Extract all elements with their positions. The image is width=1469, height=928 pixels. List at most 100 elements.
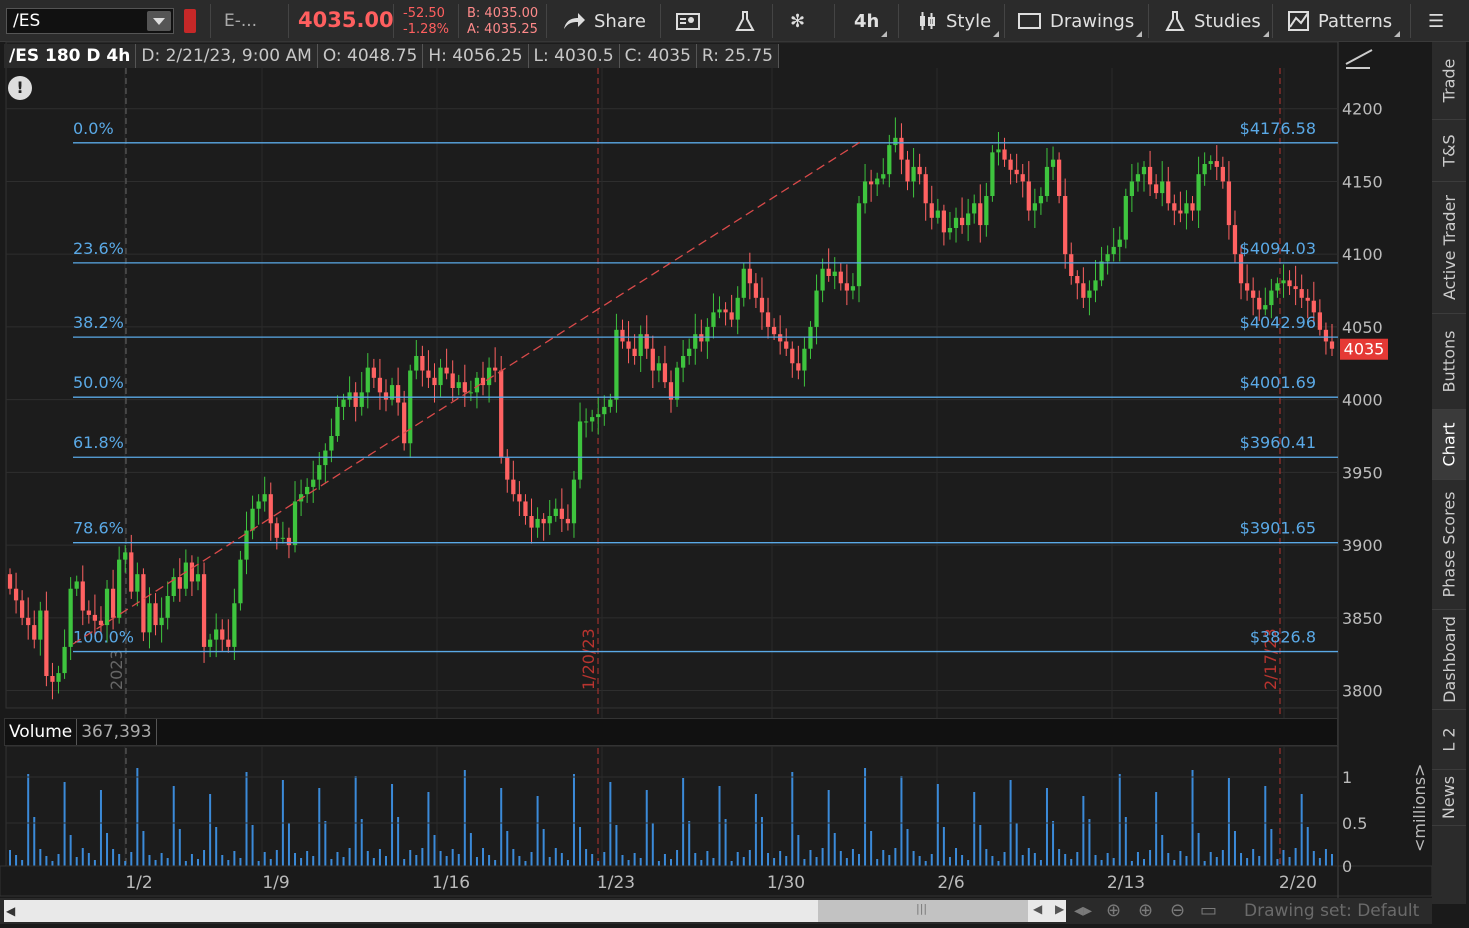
sidebar-tab-news[interactable]: News [1432, 770, 1466, 826]
zoom-box-icon[interactable]: ▭ [1200, 900, 1218, 921]
sidebar-tab-label: T&S [1439, 134, 1459, 167]
zoom-out-icon[interactable]: ⊖ [1170, 900, 1186, 921]
volume-bar [221, 855, 224, 866]
volume-bar [906, 829, 909, 866]
sidebar-tab-dashboard[interactable]: Dashboard [1432, 610, 1466, 710]
candle-body [359, 392, 364, 407]
flask-icon [735, 11, 755, 31]
volume-bar [75, 857, 78, 866]
share-button[interactable]: Share [562, 8, 646, 34]
candle-body [602, 406, 607, 415]
auto-scale-icon[interactable] [1345, 49, 1373, 69]
scrollbar-thumb[interactable] [818, 900, 1028, 922]
sidebar-tab-l-2[interactable]: L 2 [1432, 710, 1466, 770]
volume-bar [979, 825, 982, 866]
volume-bar [469, 833, 472, 866]
volume-bar [1306, 827, 1309, 866]
candle-body [286, 537, 292, 546]
volume-bar [57, 854, 60, 866]
volume-bar [760, 817, 763, 866]
scroll-left-icon[interactable]: ◀ [6, 904, 16, 918]
candle-body [571, 479, 577, 524]
volume-bar [572, 774, 575, 866]
sidebar-tab-buttons[interactable]: Buttons [1432, 314, 1466, 410]
sidebar-tab-label: News [1439, 775, 1459, 820]
volume-bar [475, 857, 478, 866]
volume-bar [736, 852, 739, 866]
drawings-button[interactable]: Drawings [1018, 8, 1143, 37]
expand-icon[interactable]: ◂▸ [1074, 900, 1093, 921]
candle-body [1323, 329, 1329, 342]
lab-button[interactable] [734, 8, 756, 34]
volume-bar [81, 848, 84, 866]
candle-body [226, 639, 231, 647]
toolbar-divider [772, 4, 773, 38]
candle-body [668, 382, 674, 400]
settings-button[interactable]: ✻ [790, 8, 805, 34]
crosshair-icon[interactable]: ⊕ [1106, 900, 1122, 921]
candle-body [808, 326, 813, 349]
timeframe-button[interactable]: 4h [854, 8, 888, 37]
candle-body [177, 577, 182, 589]
bar-range: R: 25.75 [697, 44, 779, 68]
sidebar-tab-chart[interactable]: Chart [1432, 410, 1466, 480]
sidebar-tab-phase-scores[interactable]: Phase Scores [1432, 480, 1466, 610]
volume-bar [1215, 857, 1218, 866]
candle-body [207, 639, 213, 647]
drawing-set-label[interactable]: Drawing set: Default [1244, 901, 1420, 921]
volume-bar [585, 849, 588, 866]
candle-body [165, 596, 170, 618]
volume-bar [797, 835, 800, 866]
candle-body [614, 329, 619, 400]
candle-body [80, 581, 85, 611]
candle-body [292, 501, 298, 546]
share-icon [564, 13, 585, 29]
candle-body [183, 562, 188, 589]
candle-body [1251, 290, 1256, 298]
candle-body [311, 479, 316, 487]
patterns-button[interactable]: Patterns [1288, 8, 1401, 37]
volume-bar [1252, 849, 1255, 866]
symbol-dropdown-icon[interactable] [147, 11, 171, 31]
volume-bar [1233, 831, 1236, 866]
style-button[interactable]: Style [916, 8, 1000, 37]
volume-bar [257, 861, 260, 866]
candle-body [117, 559, 122, 618]
scroll-back-icon[interactable]: ◀ [1033, 902, 1043, 916]
sidebar-tab-t-s[interactable]: T&S [1432, 120, 1466, 182]
price-chart[interactable]: 3800 3850 3900 3950 4000 4050 4100 4150 4200 1/2 1… [0, 0, 1432, 898]
time-tick-label: 1/16 [432, 873, 470, 893]
volume-bar [112, 849, 115, 866]
candle-body [256, 501, 261, 509]
candle-body [426, 370, 431, 378]
fib-percent-label: 23.6% [73, 239, 124, 258]
volume-bar [215, 827, 218, 866]
company-profile-button[interactable] [676, 8, 700, 34]
flag-icon[interactable] [184, 9, 196, 33]
volume-bar [615, 825, 618, 866]
candle-body [56, 673, 61, 682]
volume-bar [172, 786, 175, 866]
trend-line[interactable] [72, 141, 861, 645]
candle-body [1269, 290, 1274, 306]
volume-bar [821, 848, 824, 866]
alert-icon[interactable]: ! [8, 76, 32, 100]
candle-body [402, 402, 407, 444]
sidebar-tab-active-trader[interactable]: Active Trader [1432, 182, 1466, 314]
symbol-input[interactable]: /ES [6, 8, 174, 34]
price-tick-label: 4200 [1342, 100, 1383, 119]
scroll-forward-icon[interactable]: ▶ [1055, 902, 1065, 916]
volume-bar [245, 772, 248, 866]
candle-body [480, 377, 486, 386]
volume-bar [166, 858, 169, 866]
zoom-in-icon[interactable]: ⊕ [1138, 900, 1154, 921]
candle-body [583, 421, 589, 423]
volume-label: Volume [5, 719, 78, 745]
horizontal-scrollbar[interactable]: ◀ [4, 900, 1066, 922]
menu-button[interactable]: ☰ [1428, 8, 1444, 34]
chart-header: /ES 180 D 4h D: 2/21/23, 9:00 AM O: 4048… [4, 44, 779, 68]
studies-button[interactable]: Studies [1164, 8, 1269, 37]
candle-body [1329, 341, 1335, 349]
sidebar-tab-trade[interactable]: Trade [1432, 42, 1466, 120]
volume-bar [542, 829, 545, 866]
